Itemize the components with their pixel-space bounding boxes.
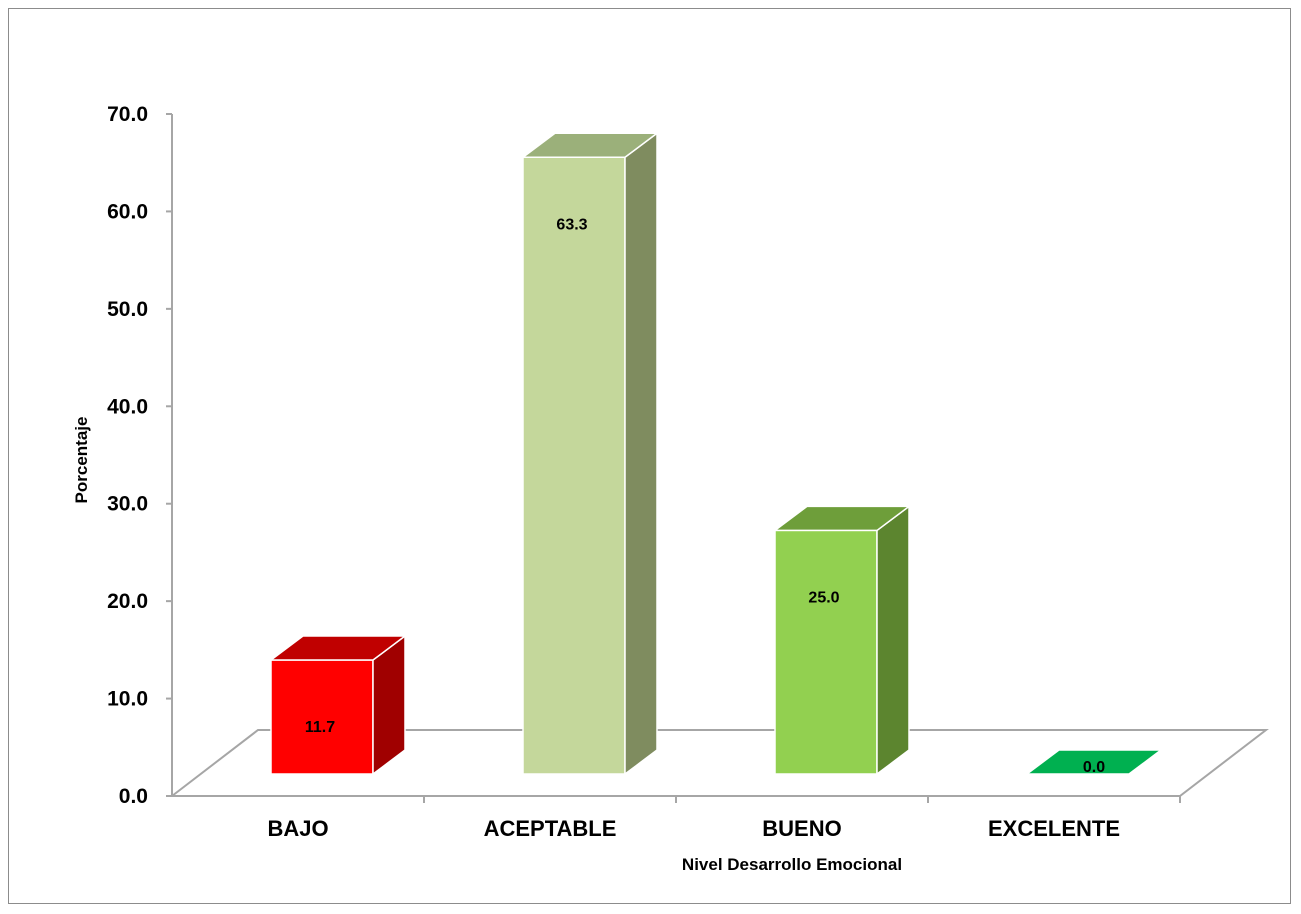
bar-side-bueno (876, 504, 910, 776)
x-tick-label-bueno: BUENO (762, 816, 841, 841)
data-label-bueno: 25.0 (808, 589, 839, 606)
bar-front-aceptable (522, 156, 626, 775)
y-tick-label: 50.0 (107, 298, 148, 321)
y-tick-label: 60.0 (107, 200, 148, 223)
axes (166, 113, 1181, 803)
bar-front-bajo (270, 659, 374, 775)
labels: 0.0 10.0 20.0 30.0 40.0 50.0 60.0 70.0 11.7 BAJO 6… (107, 103, 1120, 841)
y-tick-label: 30.0 (107, 493, 148, 516)
data-label-aceptable: 63.3 (556, 216, 587, 233)
y-tick-label: 70.0 (107, 103, 148, 126)
bar-aceptable (520, 131, 660, 776)
y-tick-label: 40.0 (107, 395, 148, 418)
bar-front-bueno (774, 529, 878, 775)
bars (268, 131, 1164, 776)
data-label-bajo: 11.7 (305, 719, 335, 736)
bar-top-aceptable (520, 132, 660, 159)
x-tick-label-excelente: EXCELENTE (988, 816, 1120, 841)
y-tick-label: 0.0 (119, 785, 148, 808)
bar-top-bueno (772, 505, 912, 532)
x-tick-label-bajo: BAJO (267, 816, 328, 841)
bar-top-bajo (268, 635, 408, 661)
x-tick-label-aceptable: ACEPTABLE (484, 816, 617, 841)
bar-excelente (1024, 749, 1164, 775)
x-axis-title: Nivel Desarrollo Emocional (682, 855, 902, 874)
bar-side-aceptable (624, 131, 658, 776)
y-axis-title: Porcentaje (72, 417, 91, 504)
bar-bueno (772, 504, 912, 776)
bar-bajo (268, 634, 408, 776)
data-label-excelente: 0.0 (1083, 759, 1105, 776)
y-tick-label: 20.0 (107, 590, 148, 613)
bar-top-excelente (1024, 749, 1164, 775)
y-tick-label: 10.0 (107, 688, 148, 711)
